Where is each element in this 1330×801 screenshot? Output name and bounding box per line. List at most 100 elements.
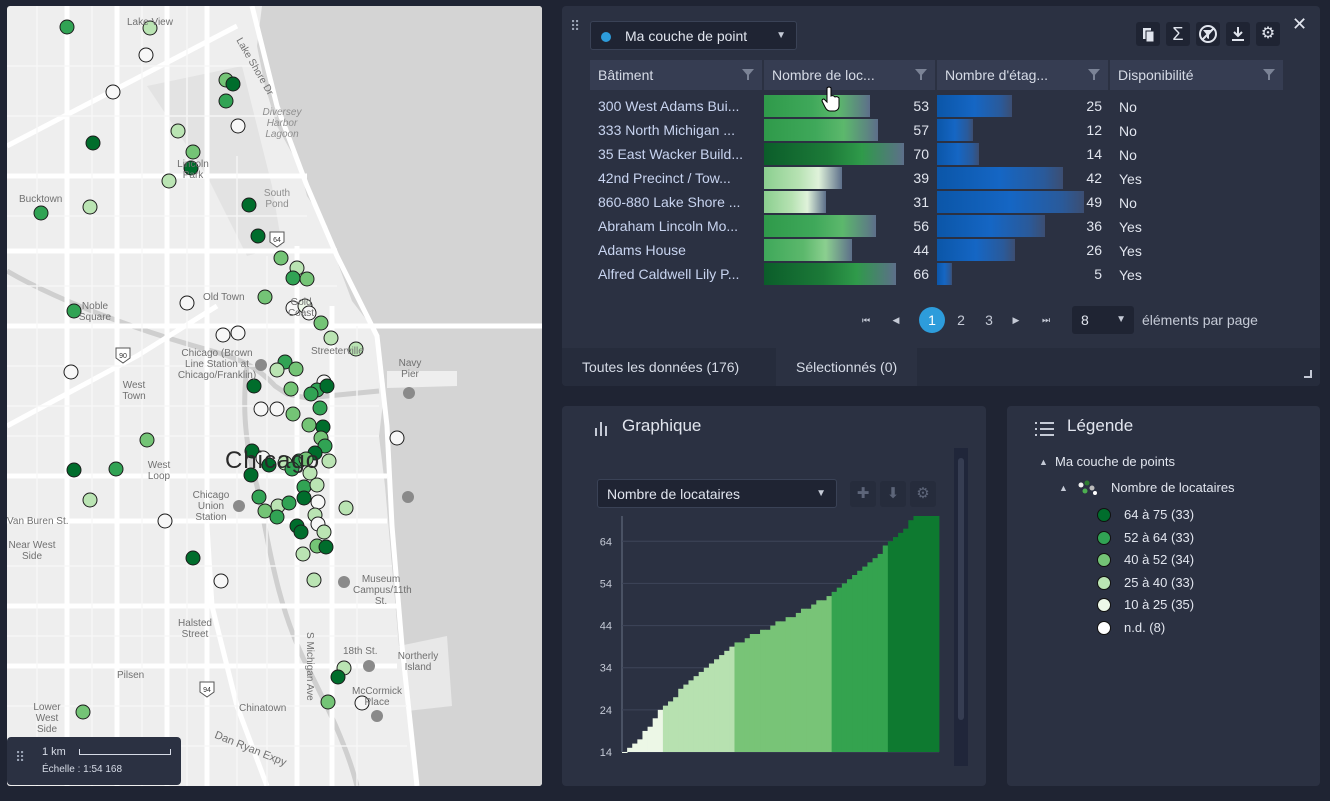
map-point[interactable] (185, 144, 201, 160)
chart-bar[interactable] (811, 604, 817, 753)
tab-selected[interactable]: Sélectionnés (0) (776, 348, 918, 386)
chart-bar[interactable] (770, 625, 776, 752)
chart-bar[interactable] (923, 516, 930, 752)
drag-handle-icon[interactable]: ⠿ (570, 18, 581, 34)
next-page-button[interactable]: ▶ (1006, 308, 1026, 332)
chart-bar[interactable] (642, 730, 648, 752)
statistics-button[interactable]: Σ (1166, 22, 1190, 46)
map-point[interactable] (82, 492, 98, 508)
chart-bar[interactable] (816, 600, 822, 752)
chart-bar[interactable] (795, 612, 802, 752)
chart-bar[interactable] (903, 528, 909, 752)
map-point[interactable] (312, 400, 328, 416)
copy-button[interactable] (1136, 22, 1160, 46)
map-point[interactable] (250, 228, 266, 244)
resize-handle-icon[interactable] (1304, 370, 1312, 378)
chart-bar[interactable] (714, 659, 720, 752)
chart-scrollbar[interactable] (954, 448, 968, 766)
map-point[interactable] (330, 669, 346, 685)
map-point[interactable] (281, 495, 297, 511)
chart-bar[interactable] (831, 591, 838, 752)
map-point[interactable] (105, 84, 121, 100)
chart-bar[interactable] (693, 676, 700, 752)
chart-bar[interactable] (754, 634, 761, 752)
filter-icon[interactable] (915, 69, 927, 80)
chart-bar[interactable] (887, 541, 894, 752)
chart-bar[interactable] (785, 617, 792, 752)
map-point[interactable] (316, 524, 332, 540)
table-row[interactable]: 333 North Michigan ... 57 12 No (590, 118, 1283, 142)
chart-bar[interactable] (928, 516, 935, 752)
chart-bar[interactable] (637, 739, 643, 752)
map-point[interactable] (285, 270, 301, 286)
map-point[interactable] (313, 315, 329, 331)
chart-bar[interactable] (852, 575, 858, 752)
map-point[interactable] (319, 378, 335, 394)
download-chart-button[interactable]: ⬇ (880, 481, 906, 507)
map-point[interactable] (183, 160, 199, 176)
chart-bar[interactable] (765, 629, 771, 752)
map-point[interactable] (257, 503, 273, 519)
chart-bar[interactable] (703, 667, 710, 752)
chart-bar[interactable] (627, 747, 633, 752)
map-point[interactable] (348, 341, 364, 357)
map-point[interactable] (299, 271, 315, 287)
previous-page-button[interactable]: ◀ (886, 308, 906, 332)
map-point[interactable] (82, 199, 98, 215)
table-row[interactable]: 42nd Precinct / Tow... 39 42 Yes (590, 166, 1283, 190)
export-button[interactable] (1226, 22, 1250, 46)
map-point[interactable] (161, 173, 177, 189)
map-point[interactable] (246, 378, 262, 394)
column-header-tenants[interactable]: Nombre de loc... (764, 60, 935, 90)
chart-bar[interactable] (892, 537, 899, 752)
page-button[interactable]: 2 (948, 307, 974, 333)
drag-handle-icon[interactable]: ⠿ (15, 749, 26, 765)
chart-bar[interactable] (708, 663, 715, 753)
table-row[interactable]: Abraham Lincoln Mo... 56 36 Yes (590, 214, 1283, 238)
map-point[interactable] (257, 289, 273, 305)
map-point[interactable] (230, 118, 246, 134)
map-point[interactable] (321, 453, 337, 469)
chart-bar[interactable] (857, 570, 863, 752)
chart-bar[interactable] (744, 638, 751, 752)
table-row[interactable]: 300 West Adams Bui... 53 25 No (590, 94, 1283, 118)
map-point[interactable] (302, 465, 318, 481)
map-point[interactable] (66, 462, 82, 478)
map-point[interactable] (283, 381, 299, 397)
chart-bar[interactable] (790, 617, 797, 752)
chart-bar[interactable] (652, 718, 659, 752)
chart-bar[interactable] (862, 566, 868, 752)
map-point[interactable] (273, 250, 289, 266)
table-row[interactable]: 860-880 Lake Shore ... 31 49 No (590, 190, 1283, 214)
chart-bar[interactable] (662, 705, 669, 752)
map-point[interactable] (244, 443, 260, 459)
filter-icon[interactable] (742, 69, 754, 80)
map-point[interactable] (170, 123, 186, 139)
map-point[interactable] (241, 197, 257, 213)
map-point[interactable] (142, 20, 158, 36)
map-point[interactable] (306, 572, 322, 588)
chart-bar[interactable] (877, 553, 884, 752)
map-point[interactable] (179, 295, 195, 311)
map-point[interactable] (309, 477, 325, 493)
map-point[interactable] (185, 550, 201, 566)
map-point[interactable] (318, 539, 334, 555)
map-point[interactable] (301, 417, 317, 433)
expand-caret-icon[interactable]: ▲ (1059, 483, 1068, 493)
map-point[interactable] (139, 432, 155, 448)
filter-icon[interactable] (1263, 69, 1275, 80)
chart-bar[interactable] (775, 621, 781, 752)
settings-button[interactable]: ⚙ (1256, 22, 1280, 46)
filter-icon[interactable] (1088, 69, 1100, 80)
map-point[interactable] (75, 704, 91, 720)
chart-bar[interactable] (724, 650, 730, 752)
chart-bar[interactable] (734, 642, 740, 752)
map-point[interactable] (157, 513, 173, 529)
column-header-floors[interactable]: Nombre d'étag... (937, 60, 1108, 90)
map-point[interactable] (285, 406, 301, 422)
column-header-availability[interactable]: Disponibilité (1110, 60, 1283, 90)
table-row[interactable]: Adams House 44 26 Yes (590, 238, 1283, 262)
map-point[interactable] (218, 93, 234, 109)
table-row[interactable]: 35 East Wacker Build... 70 14 No (590, 142, 1283, 166)
chart-bar[interactable] (918, 516, 925, 752)
